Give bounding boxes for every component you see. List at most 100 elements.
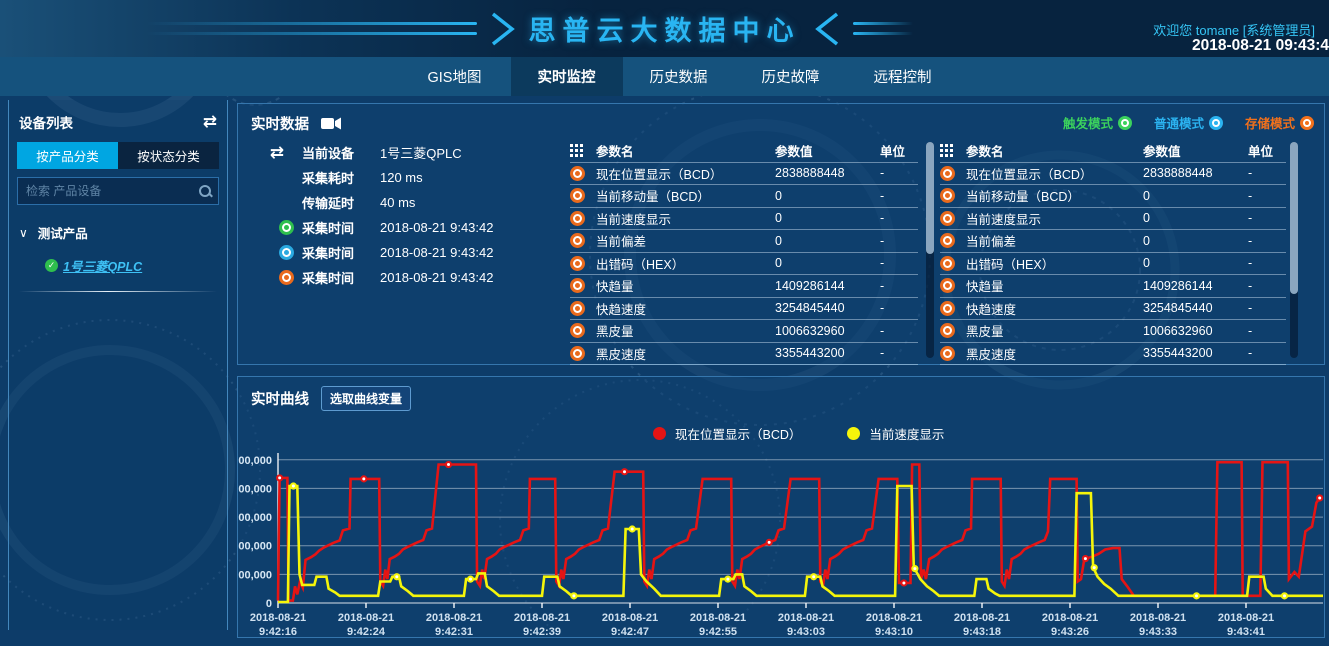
nav-tab-远程控制[interactable]: 远程控制 [873, 70, 932, 86]
param-row[interactable]: 快趋速度 3254845440 - [940, 298, 1286, 320]
mode-button-存储模式[interactable]: 存储模式 [1245, 113, 1314, 132]
param-ring-icon[interactable] [570, 345, 596, 361]
param-unit: - [880, 256, 885, 271]
param-ring-icon[interactable] [570, 210, 596, 226]
welcome-text: 欢迎您 tomane [系统管理员] [1153, 23, 1315, 38]
param-row[interactable]: 当前速度显示 0 - [570, 208, 918, 230]
param-unit: - [1248, 278, 1253, 293]
param-row[interactable]: 快趋速度 3254845440 - [570, 298, 918, 320]
y-axis-tick-label: 2,400,000,000 [238, 483, 272, 495]
data-point-marker-core [767, 540, 771, 544]
video-camera-icon[interactable] [321, 117, 341, 130]
param-ring-icon[interactable] [940, 188, 966, 204]
title-lines-right [852, 22, 1183, 35]
param-row[interactable]: 快趋量 1409286144 - [570, 275, 918, 298]
param-unit: - [1248, 166, 1253, 181]
tab-by-status[interactable]: 按状态分类 [118, 142, 219, 169]
param-row[interactable]: 当前偏差 0 - [940, 230, 1286, 253]
legend-label: 现在位置显示（BCD） [675, 428, 802, 442]
mode-buttons: 触发模式 普通模式 存储模式 [1063, 113, 1314, 132]
legend-item-现在位置显示（BCD）[interactable]: 现在位置显示（BCD） [653, 424, 801, 443]
param-row[interactable]: 黑皮量 1006632960 - [940, 320, 1286, 343]
info-label: 当前设备 [302, 146, 355, 161]
param-ring-icon[interactable] [940, 233, 966, 249]
param-unit: - [880, 166, 885, 181]
ring-icon [570, 300, 585, 316]
param-name: 快趋量 [596, 280, 634, 295]
tab-by-product[interactable]: 按产品分类 [17, 142, 118, 169]
param-row[interactable]: 快趋量 1409286144 - [940, 275, 1286, 298]
ring-icon [940, 188, 955, 204]
param-ring-icon[interactable] [570, 278, 596, 294]
param-row[interactable]: 当前移动量（BCD） 0 - [570, 185, 918, 208]
info-row: ⇄ 当前设备 1号三菱QPLC [250, 140, 570, 165]
param-ring-icon[interactable] [940, 165, 966, 181]
param-row[interactable]: 当前速度显示 0 - [940, 208, 1286, 230]
data-point-marker-core [902, 581, 906, 585]
ring-icon [940, 210, 955, 226]
param-ring-icon[interactable] [570, 255, 596, 271]
param-ring-icon[interactable] [570, 233, 596, 249]
param-ring-icon[interactable] [940, 323, 966, 339]
device-search-input[interactable] [24, 183, 198, 199]
param-ring-icon[interactable] [940, 345, 966, 361]
param-unit: - [880, 233, 885, 248]
param-value: 0 [775, 256, 782, 271]
nav-tab-实时监控[interactable]: 实时监控 [510, 57, 623, 96]
mode-button-普通模式[interactable]: 普通模式 [1154, 113, 1223, 132]
param-ring-icon[interactable] [940, 210, 966, 226]
param-ring-icon[interactable] [570, 165, 596, 181]
select-curve-variable-button[interactable]: 选取曲线变量 [321, 386, 412, 411]
param-ring-icon[interactable] [940, 300, 966, 316]
swap-icon[interactable]: ⇄ [202, 112, 217, 131]
param-ring-icon[interactable] [570, 188, 596, 204]
param-value: 1006632960 [1143, 323, 1213, 338]
param-ring-icon[interactable] [940, 278, 966, 294]
device-link[interactable]: 1号三菱QPLC [63, 260, 143, 274]
param-row[interactable]: 出错码（HEX） 0 - [570, 253, 918, 275]
collect-time-ring-icon [279, 270, 294, 285]
ring-icon [940, 323, 955, 339]
param-name: 当前速度显示 [596, 212, 672, 227]
param-row[interactable]: 黑皮速度 3355443200 - [570, 343, 918, 365]
nav-tab-历史故障[interactable]: 历史故障 [761, 70, 820, 86]
param-row[interactable]: 现在位置显示（BCD） 2838888448 - [940, 163, 1286, 185]
tree-group-test-product[interactable]: ∨ 测试产品 [19, 223, 217, 242]
series-line-当前速度显示 [278, 484, 1323, 604]
scrollbar-thumb[interactable] [1290, 142, 1298, 294]
data-point-marker-core [469, 577, 472, 581]
param-name: 当前偏差 [966, 235, 1017, 250]
param-ring-icon[interactable] [940, 255, 966, 271]
param-unit: - [1248, 346, 1253, 361]
check-circle-icon: ✓ [45, 259, 58, 272]
param-value: 0 [775, 233, 782, 248]
x-axis-tick-label: 2018-08-21 9:43:33 [1130, 612, 1186, 638]
param-unit: - [1248, 256, 1253, 271]
realtime-data-title: 实时数据 [251, 117, 309, 133]
param-row[interactable]: 当前移动量（BCD） 0 - [940, 185, 1286, 208]
legend-item-当前速度显示[interactable]: 当前速度显示 [847, 424, 944, 443]
swap-icon[interactable]: ⇄ [269, 142, 284, 162]
param-name: 现在位置显示（BCD） [966, 167, 1093, 182]
y-axis-tick-label: 1,200,000,000 [238, 541, 272, 553]
param-row[interactable]: 现在位置显示（BCD） 2838888448 - [570, 163, 918, 185]
grid-icon-glyph [570, 144, 583, 157]
mode-button-触发模式[interactable]: 触发模式 [1063, 113, 1132, 132]
nav-tab-GIS地图[interactable]: GIS地图 [427, 70, 482, 86]
param-name: 现在位置显示（BCD） [596, 167, 723, 182]
param-row[interactable]: 出错码（HEX） 0 - [940, 253, 1286, 275]
grid-icon[interactable] [570, 144, 596, 157]
param-row[interactable]: 黑皮量 1006632960 - [570, 320, 918, 343]
param-value: 1409286144 [1143, 278, 1213, 293]
scrollbar-thumb[interactable] [926, 142, 934, 254]
search-icon[interactable] [198, 184, 212, 198]
data-point-marker-core [726, 577, 730, 581]
nav-tab-历史数据[interactable]: 历史数据 [649, 70, 708, 86]
param-row[interactable]: 黑皮速度 3355443200 - [940, 343, 1286, 365]
param-ring-icon[interactable] [570, 323, 596, 339]
param-row[interactable]: 当前偏差 0 - [570, 230, 918, 253]
tree-item-device[interactable]: ✓ 1号三菱QPLC [45, 256, 217, 275]
param-ring-icon[interactable] [570, 300, 596, 316]
grid-icon[interactable] [940, 144, 966, 157]
y-axis-tick-label: 3,000,000,000 [238, 455, 272, 467]
